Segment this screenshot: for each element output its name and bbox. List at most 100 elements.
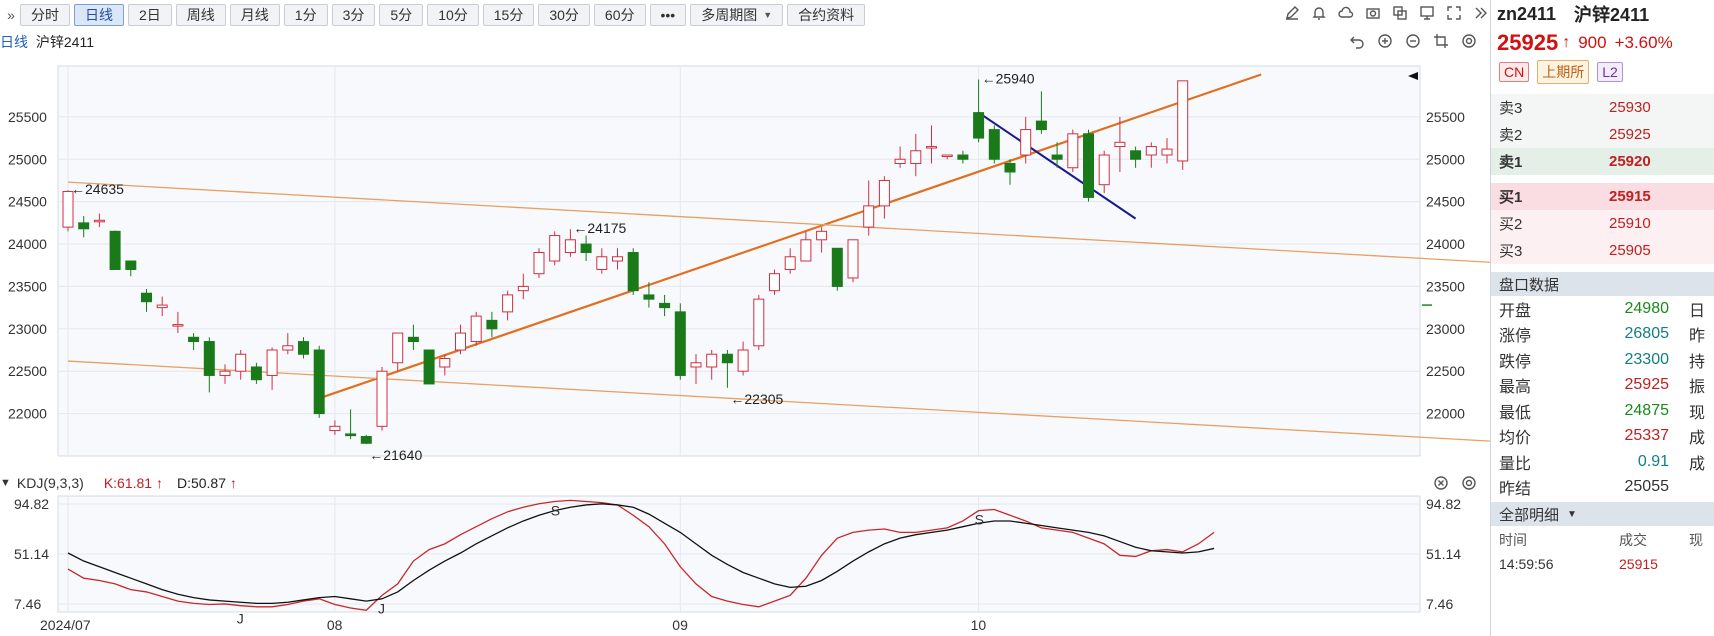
- level2-tag[interactable]: L2: [1597, 62, 1623, 82]
- candle-body: [596, 256, 608, 270]
- candle-body: [517, 285, 529, 292]
- fullscreen-icon[interactable]: [1445, 4, 1463, 22]
- pankou-label: 昨结: [1499, 481, 1532, 499]
- orderbook-buy-3[interactable]: 买3 25905: [1491, 237, 1714, 264]
- pankou-row: 跌停 23300 持: [1491, 347, 1714, 373]
- candle-body: [1114, 141, 1126, 148]
- pankou-extra-label: 成: [1689, 430, 1706, 448]
- orderbook-price: 25910: [1609, 215, 1651, 232]
- candle-body: [1035, 120, 1047, 131]
- candle-body: [878, 179, 890, 207]
- candle-body: [156, 304, 168, 309]
- period-button[interactable]: 日线: [74, 4, 124, 26]
- camera-icon[interactable]: [1364, 4, 1382, 22]
- candle-body: [219, 370, 231, 376]
- orderbook-sell-2[interactable]: 卖2 25925: [1491, 121, 1714, 148]
- contract-code: zn2411: [1497, 3, 1557, 24]
- pankou-header[interactable]: 盘口数据: [1491, 272, 1714, 296]
- period-label: 日线: [85, 7, 113, 23]
- period-label: 2日: [139, 7, 161, 23]
- period-button[interactable]: 1分: [283, 4, 328, 26]
- pankou-label: 最高: [1499, 379, 1532, 397]
- price-chart-area[interactable]: 22000 22000 22500 22500 23000 23000 23500 23500…: [0, 0, 1490, 636]
- pankou-row: 涨停 26805 昨: [1491, 322, 1714, 348]
- period-button[interactable]: 60分: [593, 4, 646, 26]
- period-button[interactable]: 3分: [331, 4, 376, 26]
- exchange-tag[interactable]: 上期所: [1537, 60, 1590, 84]
- orderbook-sell-3[interactable]: 卖3 25930: [1491, 94, 1714, 121]
- pankou-label: 涨停: [1499, 328, 1532, 346]
- monitor-icon[interactable]: [1418, 4, 1436, 22]
- cloud-icon[interactable]: [1337, 4, 1355, 22]
- period-button[interactable]: 10分: [427, 4, 479, 26]
- detail-row[interactable]: 14:59:56 25915: [1491, 554, 1714, 574]
- zoom-out-icon[interactable]: [1404, 32, 1422, 50]
- trend-line: [67, 181, 1490, 263]
- pankou-value: 26805: [1624, 325, 1670, 343]
- copy-icon[interactable]: [1391, 4, 1409, 22]
- detail-columns: 时间 成交 现: [1491, 526, 1714, 554]
- more-periods-button[interactable]: •••: [649, 4, 687, 26]
- latest-bar-marker: [1408, 72, 1418, 80]
- orderbook-sell-1[interactable]: 卖1 25920: [1491, 148, 1714, 175]
- orderbook-label: 买2: [1499, 216, 1523, 233]
- kdj-collapse-icon[interactable]: ▼: [0, 477, 11, 489]
- candle-body: [141, 292, 152, 303]
- chart-controls: [1338, 32, 1478, 50]
- candle-body: [1004, 163, 1016, 173]
- kdj-d-value: D:50.87 ↑: [177, 475, 237, 491]
- orderbook-price: 25915: [1609, 188, 1651, 205]
- candle-body: [266, 349, 278, 376]
- candle-body: [203, 341, 215, 376]
- candle-body: [345, 433, 357, 437]
- orderbook-label: 卖1: [1499, 154, 1523, 171]
- price-tick-label: 24500: [8, 194, 47, 210]
- candle-body: [926, 146, 937, 149]
- detail-price: 25915: [1619, 556, 1658, 572]
- candle-body: [706, 353, 718, 368]
- orderbook-buy-1[interactable]: 买1 25915: [1491, 183, 1714, 210]
- up-arrow-icon: ↑: [155, 475, 163, 491]
- period-button[interactable]: 2日: [128, 4, 172, 26]
- candle-body: [282, 345, 294, 351]
- period-button[interactable]: 15分: [482, 4, 535, 26]
- orderbook-buy-2[interactable]: 买2 25910: [1491, 210, 1714, 237]
- kdj-indicator-name[interactable]: KDJ(9,3,3): [16, 475, 84, 491]
- bell-icon[interactable]: [1310, 4, 1328, 22]
- market-tag[interactable]: CN: [1499, 62, 1530, 82]
- candle-body: [1098, 154, 1110, 186]
- double-chevron-right-icon[interactable]: [1472, 4, 1490, 22]
- period-button[interactable]: 30分: [538, 4, 590, 26]
- pencil-icon[interactable]: [1283, 4, 1301, 22]
- period-button[interactable]: 周线: [175, 4, 226, 26]
- price-tick-label: 24000: [8, 236, 47, 252]
- multi-period-button[interactable]: 多周期图 ▼: [690, 4, 784, 26]
- settings-icon[interactable]: [1460, 32, 1478, 50]
- orderbook-price: 25920: [1609, 153, 1651, 170]
- date-tick-label: 10: [971, 617, 987, 633]
- zoom-in-icon[interactable]: [1376, 32, 1394, 50]
- period-button[interactable]: 5分: [379, 4, 424, 26]
- contract-info-button[interactable]: 合约资料: [787, 4, 866, 26]
- pankou-value: 25337: [1624, 427, 1670, 445]
- candle-body: [329, 425, 341, 432]
- candle-body: [1161, 148, 1173, 156]
- pankou-row: 开盘 24980 日: [1491, 296, 1714, 322]
- kdj-tick-label: 51.14: [14, 546, 49, 562]
- collapse-left-icon[interactable]: »: [7, 7, 15, 23]
- period-button[interactable]: 月线: [229, 4, 280, 26]
- close-icon[interactable]: [1432, 474, 1450, 492]
- candle-body: [235, 353, 247, 372]
- period-label: 15分: [493, 7, 524, 23]
- kdj-tick-label: 94.82: [14, 496, 49, 512]
- period-button[interactable]: 分时: [20, 4, 70, 26]
- date-tick-label: 08: [327, 617, 343, 633]
- detail-header[interactable]: 全部明细 ▼: [1491, 502, 1714, 526]
- period-label: 1分: [294, 7, 317, 23]
- crop-icon[interactable]: [1432, 32, 1450, 50]
- kdj-tick-label: 94.82: [1426, 496, 1461, 512]
- col-extra: 现: [1689, 532, 1703, 548]
- candle-body: [549, 235, 561, 262]
- undo-icon[interactable]: [1348, 32, 1366, 50]
- settings-icon[interactable]: [1460, 474, 1478, 492]
